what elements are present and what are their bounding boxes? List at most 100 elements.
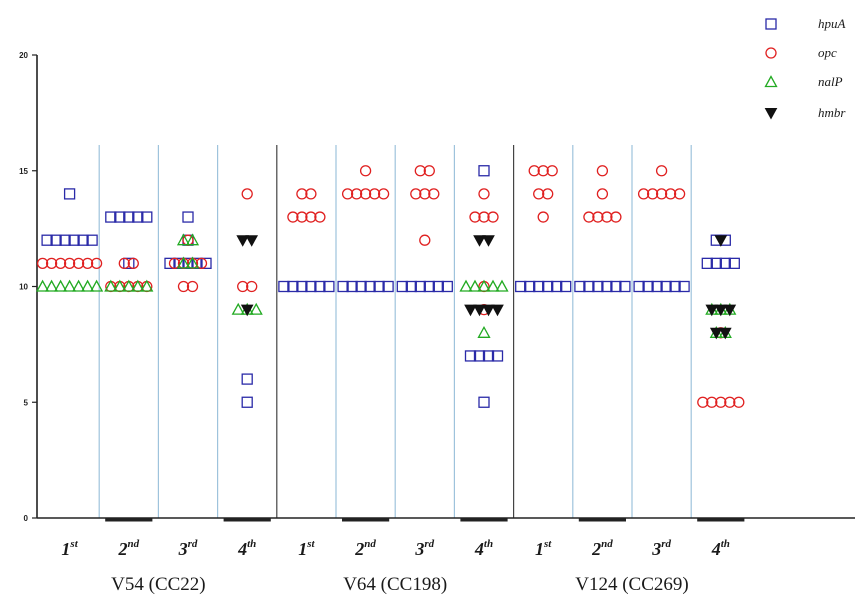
nalP-point xyxy=(185,256,200,269)
nalP-point xyxy=(459,279,473,292)
hpuA-point xyxy=(473,350,486,362)
lane-label: 2nd xyxy=(354,538,376,559)
hpuA-point xyxy=(560,280,572,293)
hpuA-point xyxy=(63,188,76,200)
hmbr-point xyxy=(240,304,254,317)
hmbr-point xyxy=(714,304,728,317)
hpuA-point xyxy=(41,234,53,246)
opc-point xyxy=(419,234,431,246)
opc-point xyxy=(63,257,76,270)
hpuA-point xyxy=(132,211,144,223)
data-points xyxy=(36,165,745,408)
hmbr-point xyxy=(723,304,737,317)
opc-point xyxy=(377,188,390,200)
lane-label: 4th xyxy=(711,538,730,559)
hpuA-point xyxy=(651,280,663,293)
nalP-point xyxy=(104,279,118,292)
hpuA-point xyxy=(287,280,299,293)
opc-point xyxy=(118,257,130,270)
hmbr-point xyxy=(709,327,723,340)
hpuA-point xyxy=(355,280,367,293)
hpuA-point xyxy=(515,280,527,293)
opc-point xyxy=(715,396,727,408)
hpuA-point xyxy=(396,280,408,293)
nalP-point xyxy=(72,279,86,292)
nalP-point xyxy=(140,279,154,292)
lane-label: 2nd xyxy=(591,538,613,559)
opc-point xyxy=(592,211,604,223)
hpuA-point xyxy=(346,280,358,293)
opc-point xyxy=(733,396,745,408)
opc-point xyxy=(601,211,613,223)
opc-point xyxy=(537,165,549,177)
hpuA-point xyxy=(619,280,631,293)
nalP-point xyxy=(185,233,200,246)
opc-point xyxy=(487,211,499,223)
opc-point xyxy=(428,188,440,200)
hmbr-point xyxy=(473,304,486,317)
hpuA-point xyxy=(491,350,504,362)
hpuA-point xyxy=(642,280,654,293)
nalP-point xyxy=(36,279,50,292)
hpuA-point xyxy=(241,373,253,385)
hpuA-point xyxy=(50,234,62,246)
nalP-point xyxy=(63,279,77,292)
hpuA-point xyxy=(533,280,545,293)
hpuA-point xyxy=(633,280,645,293)
opc-point xyxy=(350,188,363,200)
opc-point xyxy=(706,396,718,408)
opc-point xyxy=(195,257,208,270)
hpuA-point xyxy=(719,257,731,270)
hmbr-point xyxy=(236,235,250,247)
hmbr-point xyxy=(245,235,259,247)
hmbr-point xyxy=(718,327,732,340)
opc-point xyxy=(673,188,686,200)
opc-point xyxy=(697,396,709,408)
opc-point xyxy=(646,188,659,200)
hmbr-point xyxy=(482,235,495,247)
opc-point xyxy=(478,188,490,200)
opc-point xyxy=(528,165,540,177)
group-labels: V54 (CC22) V64 (CC198) V124 (CC269) xyxy=(111,574,689,595)
opc-point xyxy=(127,257,139,270)
legend-nalP-label: nalP xyxy=(818,74,843,89)
opc-point xyxy=(305,188,317,200)
hpuA-point xyxy=(669,280,681,293)
nalP-point xyxy=(231,302,245,315)
hpuA-point xyxy=(373,280,385,293)
hpuA-point xyxy=(574,280,586,293)
nalP-point xyxy=(477,325,491,338)
nalP-point xyxy=(54,279,68,292)
opc-point xyxy=(237,280,249,293)
opc-point xyxy=(359,188,372,200)
hmbr-point xyxy=(491,304,504,317)
opc-point xyxy=(664,188,677,200)
opc-point xyxy=(542,188,554,200)
nalP-point xyxy=(468,279,482,292)
nalP-point xyxy=(131,279,145,292)
opc-point xyxy=(419,188,431,200)
hpuA-point xyxy=(583,280,595,293)
lane-separators xyxy=(98,145,745,522)
opc-point xyxy=(533,188,545,200)
lane-labels: 1st 2nd 3rd 4th 1st 2nd 3rd 4th 1st 2nd 3rd 4th xyxy=(61,538,729,559)
hpuA-point xyxy=(68,234,80,246)
nalP-point xyxy=(45,279,59,292)
hpuA-point xyxy=(441,280,453,293)
opc-point xyxy=(546,165,558,177)
opc-point xyxy=(54,257,67,270)
y-tick-label: 15 xyxy=(19,167,28,176)
hpuA-point xyxy=(592,280,604,293)
lane-label: 4th xyxy=(474,538,493,559)
y-tick-label: 0 xyxy=(24,514,29,523)
hpuA-point xyxy=(200,257,212,270)
opc-point xyxy=(596,188,609,200)
nalP-point xyxy=(81,279,95,292)
hpuA-point xyxy=(678,280,690,293)
opc-point xyxy=(246,280,258,293)
opc-point xyxy=(305,211,317,223)
hpuA-point xyxy=(123,211,135,223)
lane-label: 3rd xyxy=(651,538,671,559)
opc-point xyxy=(583,211,595,223)
hpuA-point xyxy=(423,280,435,293)
